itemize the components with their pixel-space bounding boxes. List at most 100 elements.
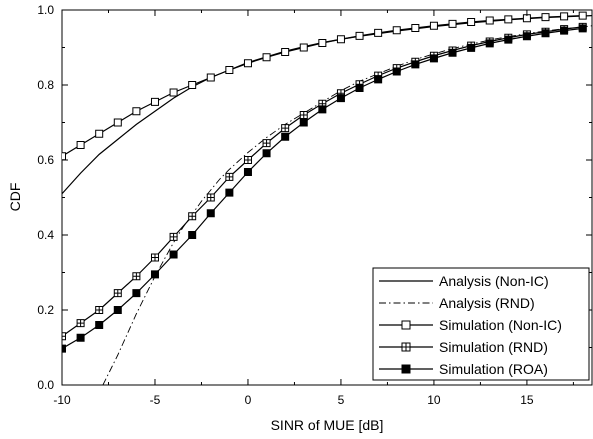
point-simulation-rnd — [243, 156, 252, 164]
point-simulation-non-ic — [243, 59, 252, 68]
point-simulation-roa — [411, 60, 420, 69]
point-simulation-rnd — [169, 232, 178, 241]
legend-entry-simulation-roa: Simulation (ROA) — [379, 361, 548, 377]
point-simulation-non-ic — [560, 12, 569, 21]
x-tick-label: 15 — [520, 393, 534, 407]
x-tick-label: -10 — [53, 393, 71, 407]
legend-label-simulation-rnd: Simulation (RND) — [439, 339, 548, 355]
point-simulation-roa — [113, 306, 122, 314]
series-simulation-roa — [62, 24, 587, 353]
x-axis-title: SINR of MUE [dB] — [271, 417, 384, 433]
legend-label-analysis-rnd: Analysis (RND) — [439, 295, 535, 311]
point-simulation-roa — [95, 321, 104, 329]
y-tick-label: 0.6 — [37, 153, 54, 167]
point-simulation-roa — [504, 35, 513, 44]
point-simulation-roa — [448, 48, 457, 57]
point-simulation-non-ic — [467, 18, 476, 26]
x-tick-label: 10 — [427, 393, 441, 407]
legend-entry-simulation-non-ic: Simulation (Non-IC) — [379, 317, 562, 333]
point-simulation-roa — [76, 333, 85, 342]
point-simulation-roa — [188, 231, 197, 239]
point-simulation-roa — [429, 54, 438, 63]
point-simulation-roa — [132, 289, 141, 298]
point-simulation-non-ic — [429, 21, 438, 30]
point-simulation-non-ic — [206, 73, 215, 82]
y-tick-label: 0.4 — [37, 228, 54, 242]
point-simulation-roa — [467, 43, 476, 52]
point-simulation-non-ic — [225, 66, 234, 74]
point-simulation-rnd — [281, 124, 290, 133]
point-simulation-rnd — [150, 253, 159, 262]
legend-label-simulation-roa: Simulation (ROA) — [439, 361, 548, 377]
point-simulation-roa — [522, 32, 531, 41]
point-simulation-rnd — [262, 139, 271, 148]
point-simulation-non-ic — [374, 28, 383, 37]
legend-entry-analysis-non-ic: Analysis (Non-IC) — [379, 273, 549, 289]
point-simulation-roa — [225, 188, 234, 197]
point-simulation-roa — [578, 24, 587, 33]
point-simulation-non-ic — [411, 24, 420, 32]
point-simulation-roa — [374, 75, 383, 84]
point-simulation-non-ic — [541, 13, 550, 22]
point-simulation-non-ic — [355, 31, 364, 40]
y-tick-label: 0.8 — [37, 78, 54, 92]
point-simulation-non-ic — [169, 88, 178, 97]
point-simulation-roa — [169, 250, 178, 259]
point-simulation-roa — [541, 29, 550, 38]
point-simulation-non-ic — [392, 26, 401, 35]
point-simulation-non-ic — [485, 16, 494, 25]
series-simulation-non-ic — [62, 11, 587, 161]
x-tick-label: -5 — [150, 393, 161, 407]
point-simulation-non-ic — [281, 48, 290, 56]
point-simulation-rnd — [206, 193, 215, 202]
point-simulation-non-ic — [62, 152, 66, 161]
point-simulation-rnd — [95, 306, 104, 314]
legend-marker-simulation-non-ic — [401, 320, 411, 330]
point-simulation-rnd — [132, 272, 141, 281]
point-simulation-roa — [299, 118, 308, 127]
legend-label-analysis-non-ic: Analysis (Non-IC) — [439, 273, 549, 289]
point-simulation-non-ic — [318, 39, 327, 47]
point-simulation-rnd — [62, 332, 66, 341]
point-simulation-roa — [485, 39, 494, 48]
point-simulation-non-ic — [262, 53, 271, 62]
point-simulation-roa — [392, 67, 401, 76]
x-tick-label: 5 — [338, 393, 345, 407]
point-simulation-roa — [206, 209, 215, 218]
y-tick-label: 0.2 — [37, 303, 54, 317]
point-simulation-rnd — [188, 212, 197, 221]
point-simulation-non-ic — [76, 141, 85, 149]
y-tick-label: 1.0 — [37, 3, 54, 17]
point-simulation-non-ic — [578, 11, 587, 20]
point-simulation-roa — [355, 84, 364, 92]
point-simulation-roa — [281, 132, 290, 141]
x-tick-label: 0 — [245, 393, 252, 407]
point-simulation-rnd — [299, 111, 308, 119]
point-simulation-non-ic — [336, 35, 345, 44]
point-simulation-roa — [62, 344, 66, 353]
point-simulation-roa — [243, 168, 252, 176]
point-simulation-non-ic — [188, 81, 197, 89]
y-axis-title: CDF — [7, 183, 23, 212]
point-simulation-non-ic — [95, 129, 104, 138]
y-tick-label: 0.0 — [37, 378, 54, 392]
point-simulation-rnd — [113, 289, 122, 298]
point-simulation-non-ic — [113, 118, 122, 127]
point-simulation-non-ic — [504, 15, 513, 24]
point-simulation-roa — [318, 105, 327, 114]
point-simulation-non-ic — [299, 43, 308, 52]
point-simulation-non-ic — [150, 97, 159, 106]
point-simulation-non-ic — [132, 107, 141, 116]
legend-entry-simulation-rnd: Simulation (RND) — [379, 339, 548, 355]
point-simulation-non-ic — [448, 19, 457, 28]
point-simulation-rnd — [76, 319, 85, 328]
legend-entry-analysis-rnd: Analysis (RND) — [379, 295, 535, 311]
point-simulation-roa — [336, 94, 345, 103]
point-simulation-rnd — [225, 172, 234, 181]
legend-marker-simulation-rnd — [401, 342, 411, 352]
point-simulation-roa — [262, 149, 271, 158]
legend-label-simulation-non-ic: Simulation (Non-IC) — [439, 317, 562, 333]
point-simulation-roa — [560, 26, 569, 35]
legend-marker-simulation-roa — [401, 364, 411, 374]
